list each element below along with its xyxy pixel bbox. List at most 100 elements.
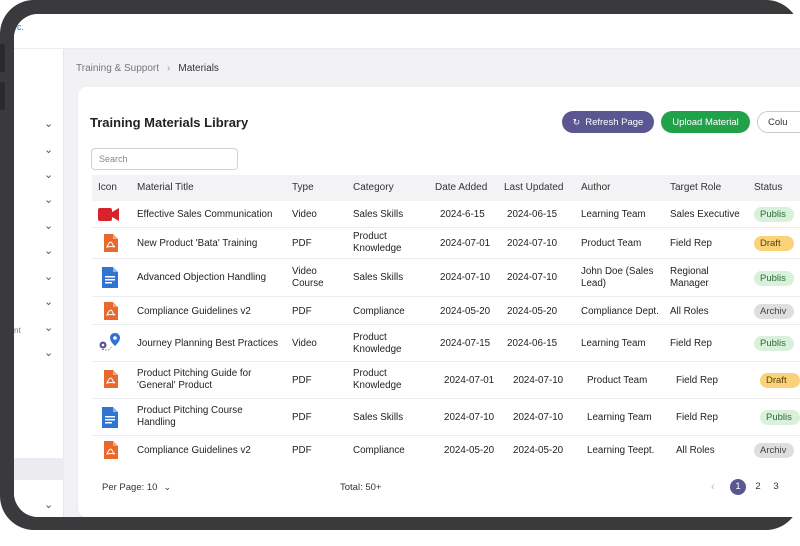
refresh-page-label: Refresh Page <box>585 116 644 128</box>
date-added: 2024-6-15 <box>440 209 485 220</box>
table-row[interactable]: Product Pitching Guide for 'General' Pro… <box>92 362 800 399</box>
table-row[interactable]: Advanced Objection Handling Video Course… <box>92 259 800 297</box>
author: Product Team <box>587 375 648 386</box>
top-bar: c. <box>14 14 800 49</box>
date-added: 2024-07-01 <box>440 238 491 249</box>
status-badge: Publis <box>754 336 794 351</box>
brand-logo: c. <box>17 22 25 32</box>
target-role: Field Rep <box>670 238 712 249</box>
target-role: All Roles <box>670 306 709 317</box>
tablet-frame: c. ⌄ ⌄ ⌄ ⌄ ⌄ ⌄ ⌄ ⌄ ⌄ nt ⌄ ⌄ Training & S… <box>0 0 800 530</box>
chevron-down-icon[interactable]: ⌄ <box>44 322 54 334</box>
chevron-down-icon[interactable]: ⌄ <box>44 118 54 130</box>
table-header: Icon Material Title Type Category Date A… <box>92 175 800 201</box>
sidebar: ⌄ ⌄ ⌄ ⌄ ⌄ ⌄ ⌄ ⌄ ⌄ nt ⌄ ⌄ <box>14 49 64 517</box>
last-updated: 2024-07-10 <box>513 412 564 423</box>
column-header-category[interactable]: Category <box>353 182 394 193</box>
material-title[interactable]: Effective Sales Communication <box>137 209 273 220</box>
chevron-down-icon[interactable]: ⌄ <box>44 271 54 283</box>
material-title[interactable]: Journey Planning Best Practices <box>137 338 279 349</box>
table-row[interactable]: Product Pitching Course Handling PDF Sal… <box>92 399 800 436</box>
document-icon <box>102 267 118 293</box>
material-title[interactable]: New Product 'Bata' Training <box>137 238 258 249</box>
status-badge: Archiv <box>754 443 794 458</box>
author: Learning Team <box>581 209 646 220</box>
per-page-label: Per Page: 10 <box>102 482 158 493</box>
breadcrumb-parent[interactable]: Training & Support <box>76 63 160 74</box>
status-badge: Publis <box>760 410 800 425</box>
page-button-2[interactable]: 2 <box>755 481 761 492</box>
chevron-down-icon[interactable]: ⌄ <box>44 220 54 232</box>
column-header-icon[interactable]: Icon <box>98 182 117 193</box>
material-title[interactable]: Product Pitching Course Handling <box>137 405 243 428</box>
material-type: PDF <box>292 412 312 423</box>
chevron-down-icon: ⌄ <box>163 482 172 492</box>
column-header-author[interactable]: Author <box>581 182 611 193</box>
status-badge: Draft <box>760 373 800 388</box>
target-role: All Roles <box>676 445 715 456</box>
previous-page-button[interactable]: ‹ <box>711 481 715 493</box>
chevron-down-icon[interactable]: ⌄ <box>44 296 54 308</box>
date-added: 2024-05-20 <box>440 306 491 317</box>
chevron-down-icon[interactable]: ⌄ <box>44 499 54 511</box>
target-role: Field Rep <box>676 375 718 386</box>
table-row[interactable]: Compliance Guidelines v2 PDF Compliance … <box>92 297 800 325</box>
table-row[interactable]: Compliance Guidelines v2 PDF Compliance … <box>92 436 800 466</box>
page-button-3[interactable]: 3 <box>773 481 779 492</box>
materials-card: Training Materials Library ↻ Refresh Pag… <box>78 87 800 517</box>
upload-material-button[interactable]: Upload Material <box>661 111 750 133</box>
target-role: Field Rep <box>676 412 718 423</box>
material-title[interactable]: Advanced Objection Handling <box>137 272 267 283</box>
per-page-select[interactable]: Per Page: 10 ⌄ <box>102 482 171 493</box>
page-button-1[interactable]: 1 <box>730 479 746 495</box>
column-header-target-role[interactable]: Target Role <box>670 182 722 193</box>
column-header-last-updated[interactable]: Last Updated <box>504 182 564 193</box>
material-category: Product Knowledge <box>353 231 402 254</box>
device-side-button <box>0 82 5 110</box>
pdf-icon <box>104 234 118 257</box>
chevron-down-icon[interactable]: ⌄ <box>44 194 54 206</box>
table-row[interactable]: Effective Sales Communication Video Sale… <box>92 201 800 228</box>
date-added: 2024-07-15 <box>440 338 491 349</box>
table-row[interactable]: New Product 'Bata' Training PDF Product … <box>92 228 800 259</box>
material-category: Compliance <box>353 445 405 456</box>
chevron-down-icon[interactable]: ⌄ <box>44 169 54 181</box>
author: John Doe (Sales Lead) <box>581 266 654 289</box>
chevron-down-icon[interactable]: ⌄ <box>44 245 54 257</box>
last-updated: 2024-05-20 <box>513 445 564 456</box>
sidebar-item-label: nt <box>14 326 21 335</box>
last-updated: 2024-07-10 <box>507 238 558 249</box>
material-type: PDF <box>292 238 312 249</box>
author: Learning Team <box>587 412 652 423</box>
material-title[interactable]: Compliance Guidelines v2 <box>137 445 251 456</box>
table-row[interactable]: Journey Planning Best Practices Video Pr… <box>92 325 800 362</box>
column-header-status[interactable]: Status <box>754 182 783 193</box>
column-header-type[interactable]: Type <box>292 182 314 193</box>
author: Product Team <box>581 238 642 249</box>
material-type: Video Course <box>292 266 324 289</box>
columns-button[interactable]: Colu <box>757 111 800 133</box>
pdf-icon <box>104 441 118 464</box>
chevron-down-icon[interactable]: ⌄ <box>44 347 54 359</box>
search-input[interactable] <box>91 148 238 170</box>
target-role: Regional Manager <box>670 266 709 289</box>
column-header-title[interactable]: Material Title <box>137 182 194 193</box>
video-icon <box>98 207 120 227</box>
breadcrumb-separator: › <box>167 63 171 74</box>
last-updated: 2024-06-15 <box>507 338 558 349</box>
column-header-date-added[interactable]: Date Added <box>435 182 488 193</box>
date-added: 2024-07-10 <box>444 412 495 423</box>
document-icon <box>102 407 118 433</box>
sidebar-item-active[interactable] <box>14 458 64 480</box>
columns-label: Colu <box>768 116 788 128</box>
chevron-down-icon[interactable]: ⌄ <box>44 144 54 156</box>
upload-material-label: Upload Material <box>672 116 739 128</box>
material-title[interactable]: Compliance Guidelines v2 <box>137 306 251 317</box>
author: Learning Team <box>581 338 646 349</box>
material-type: Video <box>292 338 317 349</box>
refresh-page-button[interactable]: ↻ Refresh Page <box>562 111 654 133</box>
material-title[interactable]: Product Pitching Guide for 'General' Pro… <box>137 368 252 391</box>
author: Compliance Dept. <box>581 306 659 317</box>
material-category: Sales Skills <box>353 272 404 283</box>
page-title: Training Materials Library <box>90 115 249 130</box>
